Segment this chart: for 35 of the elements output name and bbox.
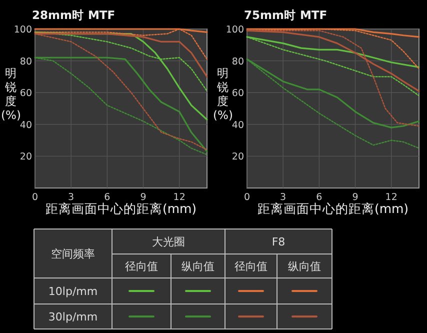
text: 30lp/mm xyxy=(48,310,98,324)
y-tick-label: 80 xyxy=(20,56,32,68)
y-tick-label: 100 xyxy=(14,24,32,36)
x-tick-label: 3 xyxy=(280,192,286,203)
x-tick-label: 9 xyxy=(352,192,358,203)
text: 空间频率 xyxy=(51,248,95,260)
y-tick-label: 40 xyxy=(20,120,32,131)
text: F8 xyxy=(272,236,286,248)
text: 纵向值 xyxy=(182,260,214,273)
y-tick-label: 60 xyxy=(232,88,244,100)
x-axis-title: 距离画面中心的距离(mm) xyxy=(257,201,409,216)
y-tick-label: 40 xyxy=(232,120,244,131)
text: 径向值 xyxy=(234,260,268,273)
text: 10lp/mm xyxy=(48,285,98,298)
x-tick-label: 12 xyxy=(385,192,398,203)
x-axis-title: 距离画面中心的距离(mm) xyxy=(45,201,197,216)
text: 纵向值 xyxy=(288,260,321,273)
text: 径向值 xyxy=(125,260,158,273)
x-tick-label: 3 xyxy=(68,192,74,203)
text: 大光圈 xyxy=(152,236,185,248)
chart-title: 75mm时 MTF xyxy=(244,8,328,22)
y-axis-title: 明锐度(%) xyxy=(213,66,233,122)
x-tick-label: 0 xyxy=(32,192,38,203)
y-tick-label: 80 xyxy=(232,56,244,68)
chart-title: 28mm时 MTF xyxy=(32,8,116,22)
x-tick-label: 12 xyxy=(173,192,186,203)
x-tick-label: 0 xyxy=(244,192,250,203)
y-tick-label: 20 xyxy=(232,152,244,163)
y-axis-title: 明锐度(%) xyxy=(1,66,21,122)
y-tick-label: 20 xyxy=(20,152,32,163)
x-tick-label: 9 xyxy=(140,192,146,203)
y-tick-label: 60 xyxy=(20,88,32,100)
x-tick-label: 6 xyxy=(316,192,322,203)
x-tick-label: 6 xyxy=(104,192,110,203)
y-tick-label: 100 xyxy=(226,24,244,36)
